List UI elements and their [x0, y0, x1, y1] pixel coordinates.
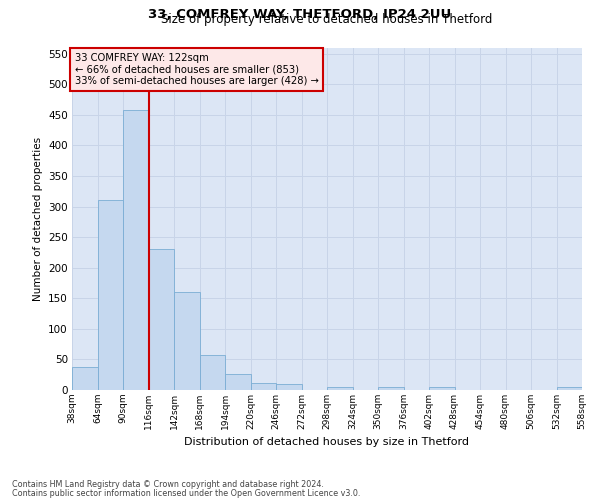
Bar	[378, 387, 404, 390]
X-axis label: Distribution of detached houses by size in Thetford: Distribution of detached houses by size …	[185, 438, 470, 448]
Y-axis label: Number of detached properties: Number of detached properties	[32, 136, 43, 301]
Bar	[149, 250, 174, 390]
Text: Contains HM Land Registry data © Crown copyright and database right 2024.: Contains HM Land Registry data © Crown c…	[12, 480, 324, 489]
Bar	[251, 382, 276, 390]
Bar	[276, 384, 302, 390]
Text: Contains public sector information licensed under the Open Government Licence v3: Contains public sector information licen…	[12, 488, 361, 498]
Text: 33, COMFREY WAY, THETFORD, IP24 2UU: 33, COMFREY WAY, THETFORD, IP24 2UU	[148, 8, 452, 20]
Text: 33 COMFREY WAY: 122sqm
← 66% of detached houses are smaller (853)
33% of semi-de: 33 COMFREY WAY: 122sqm ← 66% of detached…	[74, 52, 319, 86]
Bar	[123, 110, 149, 390]
Title: Size of property relative to detached houses in Thetford: Size of property relative to detached ho…	[161, 12, 493, 26]
Bar	[97, 200, 123, 390]
Bar	[327, 387, 353, 390]
Bar	[429, 387, 455, 390]
Bar	[174, 292, 199, 390]
Bar	[225, 374, 251, 390]
Bar	[199, 355, 225, 390]
Bar	[557, 387, 582, 390]
Bar	[72, 367, 97, 390]
